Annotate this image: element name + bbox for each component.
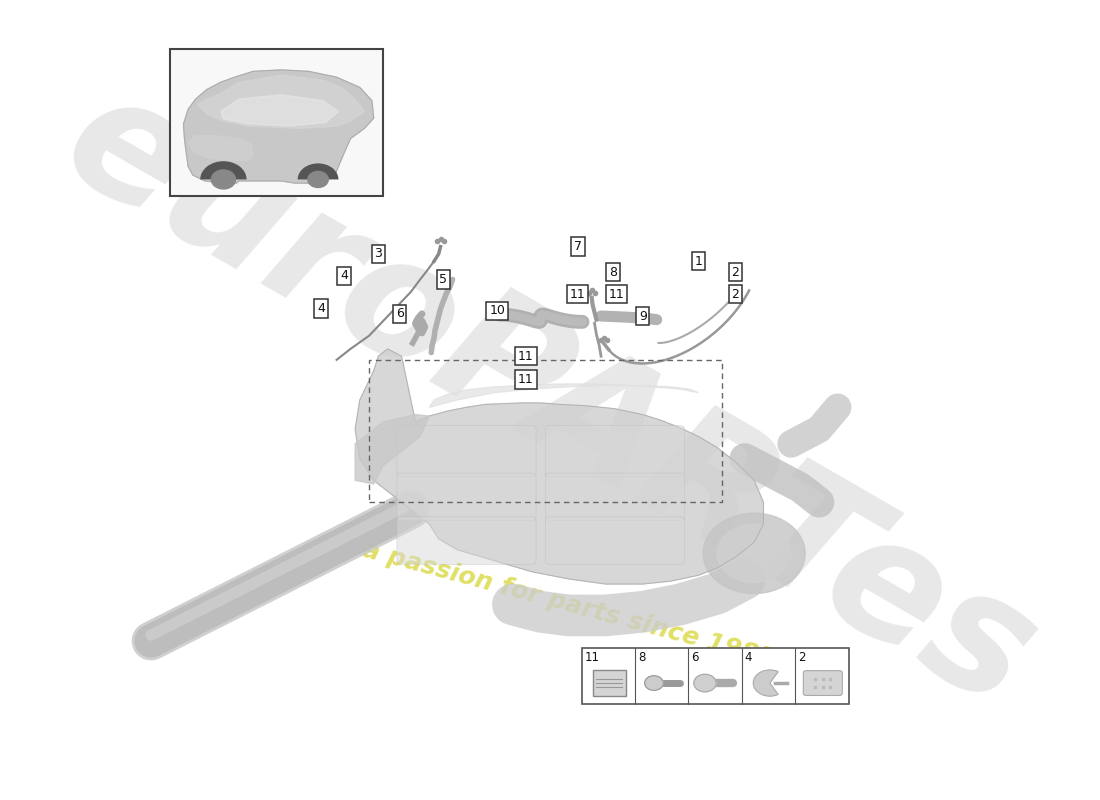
Polygon shape [221, 94, 339, 126]
FancyBboxPatch shape [397, 473, 536, 521]
Polygon shape [355, 414, 429, 484]
FancyBboxPatch shape [397, 517, 536, 564]
Polygon shape [184, 70, 374, 183]
Polygon shape [197, 75, 364, 128]
Text: 3: 3 [374, 247, 383, 261]
Bar [593, 670, 626, 696]
Text: 4: 4 [340, 270, 348, 282]
Text: 1: 1 [694, 254, 703, 268]
Circle shape [211, 170, 235, 189]
Text: 11: 11 [584, 651, 600, 664]
Text: 11: 11 [609, 288, 625, 301]
Polygon shape [429, 384, 698, 407]
Text: 2: 2 [732, 288, 739, 301]
Polygon shape [355, 349, 763, 584]
Text: 11: 11 [518, 373, 534, 386]
Circle shape [645, 676, 663, 690]
Circle shape [717, 524, 791, 582]
Text: 6: 6 [396, 307, 404, 320]
Circle shape [308, 171, 328, 187]
Text: 11: 11 [518, 350, 534, 362]
Text: euroPARTes: euroPARTes [37, 57, 1063, 743]
Text: 6: 6 [691, 651, 698, 664]
Polygon shape [188, 136, 253, 161]
Wedge shape [754, 670, 779, 696]
Text: 10: 10 [490, 305, 505, 318]
FancyBboxPatch shape [546, 473, 684, 521]
Wedge shape [200, 161, 246, 179]
Text: 5: 5 [439, 273, 448, 286]
Text: 7: 7 [574, 240, 582, 253]
Circle shape [703, 513, 805, 594]
Text: 4: 4 [317, 302, 324, 315]
Text: 2: 2 [732, 266, 739, 278]
Text: 9: 9 [639, 310, 647, 322]
Wedge shape [298, 163, 339, 179]
Text: 11: 11 [570, 288, 585, 301]
FancyBboxPatch shape [546, 426, 684, 477]
FancyBboxPatch shape [397, 426, 536, 477]
Bar [169, 50, 383, 195]
Text: a passion for parts since 1985: a passion for parts since 1985 [360, 538, 778, 671]
FancyBboxPatch shape [546, 517, 684, 564]
FancyBboxPatch shape [803, 670, 843, 695]
Text: 8: 8 [638, 651, 646, 664]
Text: 8: 8 [609, 266, 617, 278]
Bar [370, 360, 722, 502]
Circle shape [694, 674, 716, 692]
Bar [582, 648, 849, 704]
Text: 4: 4 [745, 651, 752, 664]
Text: 2: 2 [798, 651, 805, 664]
